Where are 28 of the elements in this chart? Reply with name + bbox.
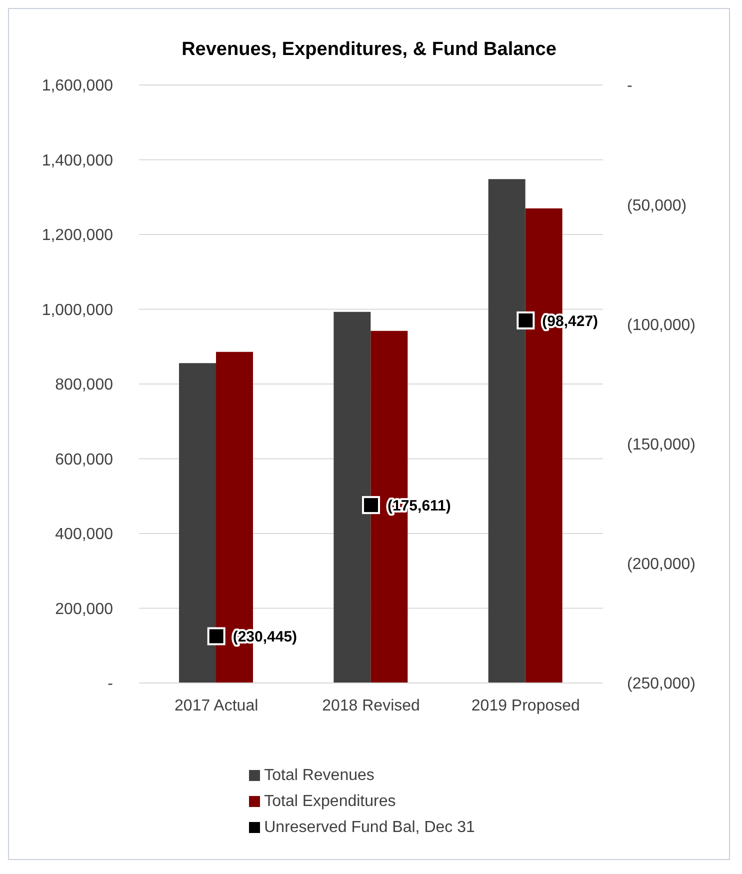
- y-tick-label: 400,000: [55, 526, 114, 544]
- y-tick-label: 1,600,000: [42, 78, 114, 95]
- bar: [488, 179, 526, 683]
- point: [207, 627, 226, 646]
- legend-label: Total Expenditures: [264, 793, 396, 810]
- y2-tick-label: (100,000): [627, 316, 696, 334]
- y-tick-label: -: [108, 676, 113, 693]
- bar: [179, 363, 216, 683]
- x-tick-label: 2017 Actual: [174, 697, 258, 714]
- y-tick-label: 600,000: [55, 451, 114, 468]
- y-tick-label: 200,000: [55, 600, 114, 618]
- y-tick-label: 1,200,000: [42, 227, 114, 244]
- x-tick-label: 2018 Revised: [322, 697, 420, 714]
- point: [516, 311, 535, 330]
- chart-title: Revenues, Expenditures, & Fund Balance: [180, 39, 558, 61]
- y2-tick-label: (200,000): [627, 556, 696, 574]
- y-tick-label: 800,000: [55, 376, 114, 394]
- x-tick-label: 2019 Proposed: [471, 697, 580, 714]
- y2-tick-label: (50,000): [627, 197, 687, 214]
- legend-label: Total Revenues: [264, 767, 374, 784]
- legend-label: Unreserved Fund Bal, Dec 31: [264, 819, 475, 836]
- bar: [334, 312, 371, 683]
- point: [362, 496, 380, 514]
- y2-tick-label: (150,000): [627, 436, 696, 454]
- y2-tick-label: (250,000): [627, 676, 696, 693]
- y2-tick-label: -: [627, 78, 632, 95]
- y-tick-label: 1,400,000: [42, 152, 114, 170]
- y-tick-label: 1,000,000: [42, 302, 114, 319]
